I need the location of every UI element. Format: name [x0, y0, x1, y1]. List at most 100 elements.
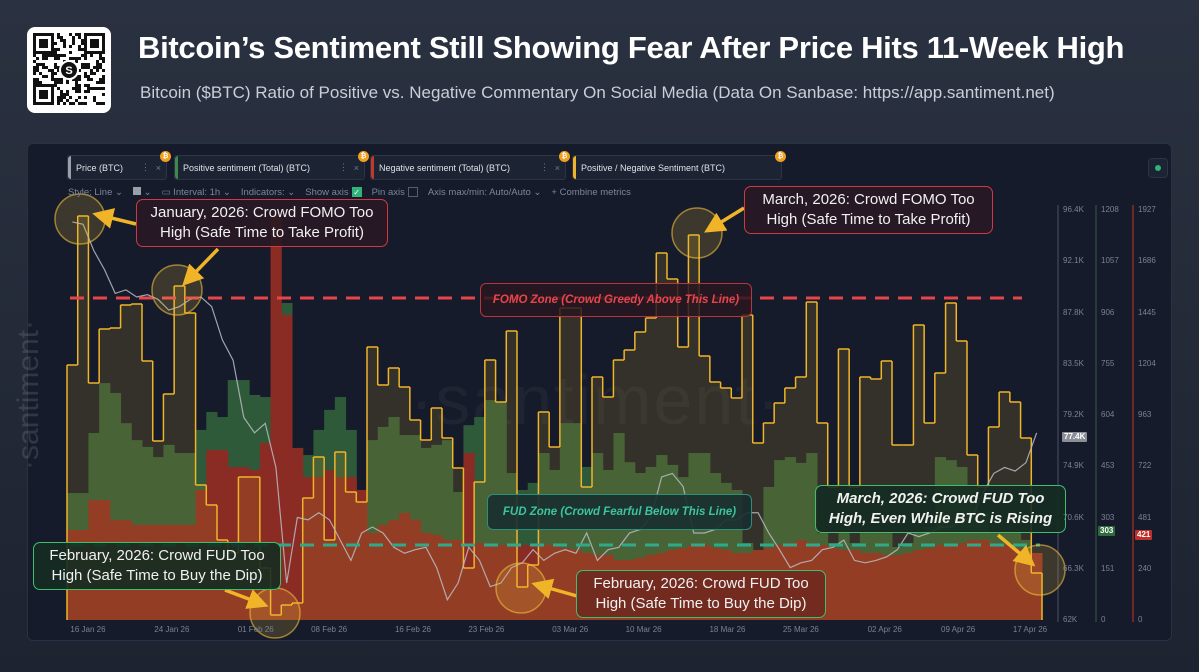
chevron-down-icon: ⌄ — [533, 187, 542, 198]
annotation-mar-fomo: March, 2026: Crowd FOMO Too High (Safe T… — [744, 186, 993, 234]
negative-bar — [409, 520, 422, 620]
annotation-feb-fud-2: February, 2026: Crowd FUD Too High (Safe… — [576, 570, 826, 618]
negative-bar — [881, 554, 893, 620]
positive-bar — [945, 460, 957, 620]
chart-options-bar: Style: Line ⌄ ⌄ ▭ Interval: 1h ⌄ Indicat… — [68, 187, 631, 198]
negative-bar — [859, 552, 872, 620]
positive-axis-tick: 453 — [1101, 461, 1115, 471]
tab-positive-sentiment[interactable]: Positive sentiment (Total) (BTC) ⋮ × ₿ — [174, 151, 369, 180]
close-icon[interactable]: × — [554, 162, 560, 173]
negative-bar — [506, 544, 518, 620]
price-axis-tick: 74.9K — [1063, 461, 1084, 471]
tab-ratio-sentiment[interactable]: Positive / Negative Sentiment (BTC) ₿ — [572, 151, 786, 180]
x-axis-tick: 18 Mar 26 — [709, 625, 746, 634]
negative-bar — [399, 512, 411, 620]
pin-axis-checkbox[interactable] — [407, 187, 418, 198]
pin-axis-toggle[interactable]: Pin axis — [372, 187, 418, 198]
negative-axis-tick: 1927 — [1138, 205, 1156, 214]
positive-bar — [806, 453, 818, 620]
positive-bar — [109, 392, 122, 620]
show-axis-label: Show axis — [305, 187, 349, 198]
negative-bar — [999, 544, 1011, 620]
negative-bar — [956, 542, 968, 620]
negative-bar — [977, 540, 989, 620]
close-icon[interactable]: × — [353, 162, 359, 173]
positive-bar — [474, 417, 486, 620]
negative-axis-tick: 963 — [1138, 410, 1152, 419]
axis-maxmin-dropdown[interactable]: Axis max/min: Auto/Auto ⌄ — [428, 187, 542, 198]
tab-negative-sentiment[interactable]: Negative sentiment (Total) (BTC) ⋮ × ₿ — [370, 151, 570, 180]
positive-bar — [634, 473, 647, 620]
x-axis-tick: 02 Apr 26 — [867, 625, 902, 634]
annotation-feb-fud-1: February, 2026: Crowd FUD Too High (Safe… — [33, 542, 281, 590]
close-icon[interactable]: × — [155, 162, 161, 173]
x-axis-tick: 23 Feb 26 — [468, 625, 505, 634]
ratio-area — [67, 216, 1042, 620]
color-dropdown[interactable]: ⌄ — [132, 187, 152, 198]
show-axis-checkbox[interactable]: ✓ — [351, 187, 362, 198]
positive-bar — [442, 440, 454, 620]
chevron-down-icon: ⌄ — [222, 187, 231, 198]
x-axis-tick: 01 Feb 26 — [237, 625, 274, 634]
pin-axis-label: Pin axis — [371, 187, 405, 198]
positive-axis-tick: 1057 — [1101, 256, 1119, 266]
negative-axis-tick: 1445 — [1138, 307, 1156, 317]
negative-bar — [388, 520, 400, 620]
negative-axis-tick: 1686 — [1138, 256, 1156, 266]
negative-bar — [420, 532, 432, 620]
negative-bar — [838, 550, 850, 620]
positive-axis-tick: 604 — [1101, 410, 1115, 419]
annotation-mar-fud: March, 2026: Crowd FUD Too High, Even Wh… — [815, 485, 1066, 533]
style-dropdown[interactable]: Style: Line ⌄ — [68, 187, 123, 198]
negative-bar — [945, 544, 957, 620]
positive-bar — [934, 457, 947, 620]
x-axis-tick: 09 Apr 26 — [941, 625, 976, 634]
arrow-icon — [704, 206, 745, 233]
positive-bar — [581, 466, 593, 620]
svg-text:S: S — [65, 65, 72, 77]
ratio-risers — [66, 216, 1043, 620]
chevron-down-icon: ⌄ — [143, 187, 152, 198]
tab-color-bar — [68, 156, 71, 179]
bitcoin-icon: ₿ — [358, 151, 369, 162]
indicators-dropdown[interactable]: Indicators: ⌄ — [241, 187, 295, 198]
positive-bar — [774, 460, 786, 620]
price-axis-tick: 70.6K — [1063, 512, 1084, 522]
positive-bar — [538, 453, 550, 620]
negative-bar — [217, 450, 229, 620]
negative-bar — [870, 552, 882, 620]
interval-dropdown[interactable]: ▭ Interval: 1h ⌄ — [162, 187, 231, 198]
negative-bar — [270, 214, 282, 620]
positive-bar — [667, 464, 679, 620]
combine-metrics-button[interactable]: + Combine metrics — [551, 187, 631, 198]
tab-label: Price (BTC) — [76, 162, 123, 173]
bitcoin-icon: ₿ — [160, 151, 171, 162]
positive-axis-tick: 906 — [1101, 307, 1115, 317]
more-icon[interactable]: ⋮ — [540, 162, 549, 172]
negative-axis-tick: 240 — [1138, 563, 1152, 573]
more-icon[interactable]: ⋮ — [141, 162, 150, 172]
negative-bar — [1009, 548, 1022, 620]
show-axis-toggle[interactable]: Show axis ✓ — [305, 187, 362, 198]
chevron-down-icon: ⌄ — [287, 187, 296, 198]
live-toggle-button[interactable] — [1148, 158, 1168, 178]
price-axis-tick: 79.2K — [1063, 410, 1084, 419]
tab-label: Positive sentiment (Total) (BTC) — [183, 162, 311, 173]
x-axis-tick: 24 Jan 26 — [154, 625, 190, 634]
fomo-zone-label: FOMO Zone (Crowd Greedy Above This Line) — [480, 283, 752, 317]
tab-color-bar — [573, 156, 576, 179]
chevron-down-icon: ⌄ — [115, 187, 123, 198]
negative-bar — [484, 544, 497, 620]
positive-current-badge: 303 — [1098, 526, 1116, 536]
negative-axis-tick: 481 — [1138, 512, 1152, 522]
highlight-circle — [1014, 544, 1066, 596]
negative-bar — [934, 544, 947, 620]
tab-color-bar — [175, 156, 178, 179]
qr-code: S — [27, 27, 111, 113]
more-icon[interactable]: ⋮ — [339, 162, 348, 172]
arrow-icon — [224, 588, 269, 609]
tab-price[interactable]: Price (BTC) ⋮ × ₿ — [67, 151, 171, 180]
x-axis-tick: 17 Apr 26 — [1012, 625, 1048, 634]
positive-bar — [645, 466, 657, 620]
annotation-jan-fomo: January, 2026: Crowd FOMO Too High (Safe… — [136, 199, 388, 247]
